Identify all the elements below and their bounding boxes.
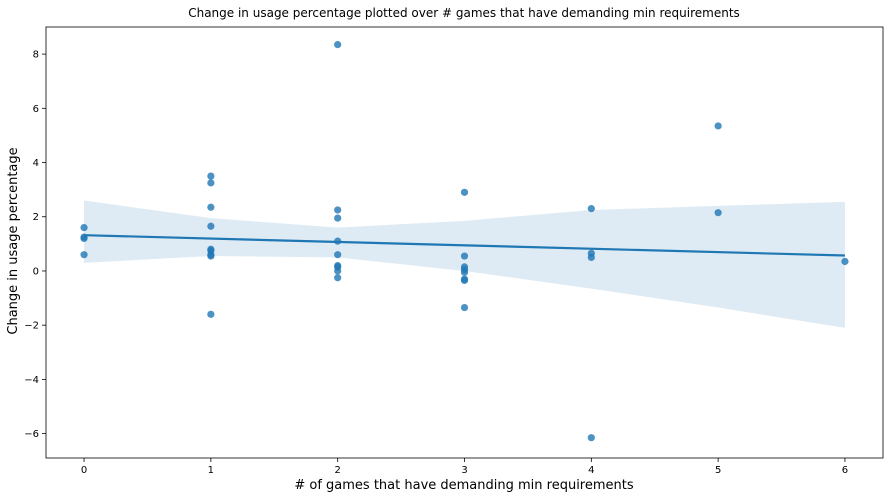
data-point (207, 310, 215, 318)
data-point (334, 206, 342, 214)
data-point (334, 274, 342, 282)
regression-line-layer (84, 234, 845, 257)
data-point (460, 276, 469, 285)
regression-line (84, 234, 845, 257)
x-tick-label: 4 (588, 465, 594, 476)
y-tick-label: −6 (24, 429, 39, 440)
data-point (80, 251, 88, 259)
data-point (207, 172, 215, 180)
data-point (334, 41, 342, 49)
y-tick-label: −4 (24, 375, 39, 386)
data-point (841, 257, 849, 266)
data-points-layer (80, 41, 849, 442)
data-point (334, 214, 342, 222)
data-point (460, 268, 469, 276)
data-point (334, 251, 342, 259)
x-tick-label: 5 (715, 465, 721, 476)
y-tick-label: 0 (33, 266, 39, 277)
data-point (587, 205, 595, 213)
y-axis-label: Change in usage percentage (6, 147, 21, 334)
y-tick-label: 4 (33, 158, 39, 169)
axes-layer: 0 1 2 3 4 5 6 −6 −4 −2 0 2 4 6 8 (24, 26, 884, 476)
x-tick-label: 0 (81, 465, 87, 476)
data-point (207, 179, 215, 187)
data-point (714, 209, 722, 217)
data-point (587, 434, 595, 442)
data-point (334, 267, 342, 275)
y-tick-label: 8 (33, 50, 39, 61)
x-tick-label: 2 (334, 465, 340, 476)
data-point (460, 252, 469, 260)
y-tick-label: 2 (33, 212, 39, 223)
y-tick-label: −2 (24, 321, 39, 332)
data-point (460, 188, 469, 196)
data-point (207, 203, 215, 211)
data-point (80, 223, 88, 232)
chart-title: Change in usage percentage plotted over … (188, 6, 740, 20)
x-tick-label: 6 (842, 465, 848, 476)
data-point (460, 303, 469, 312)
data-point (587, 253, 595, 262)
data-point (207, 252, 215, 260)
x-tick-label: 1 (208, 465, 214, 476)
x-axis-label: # of games that have demanding min requi… (294, 478, 634, 493)
y-tick-label: 6 (33, 104, 39, 115)
data-point (207, 222, 215, 230)
x-tick-label: 3 (461, 465, 467, 476)
data-point (714, 122, 722, 130)
